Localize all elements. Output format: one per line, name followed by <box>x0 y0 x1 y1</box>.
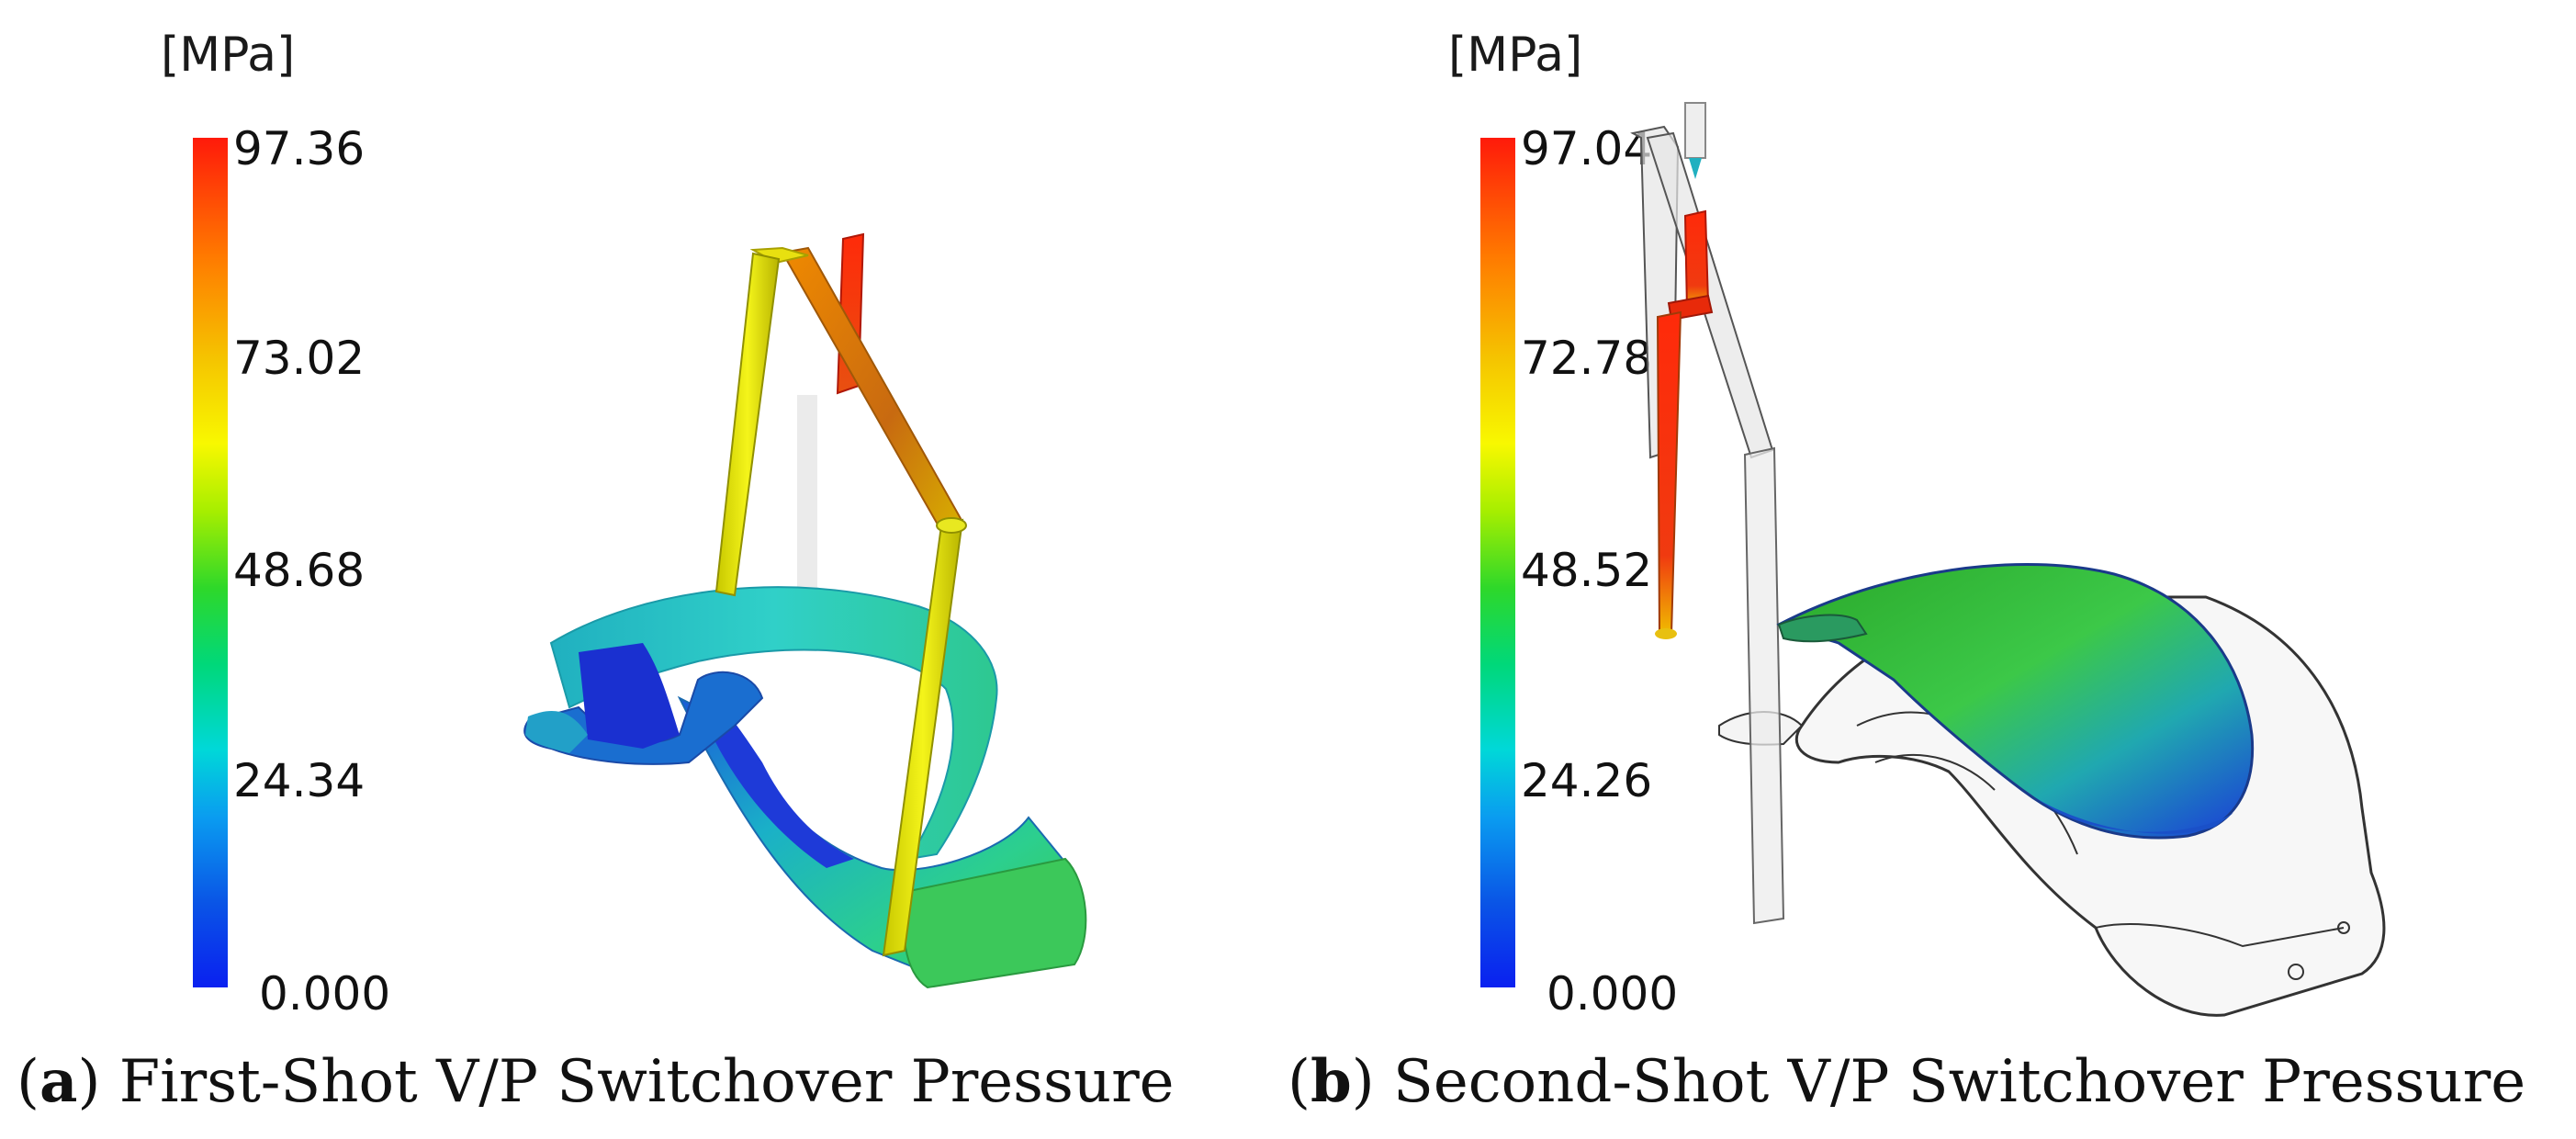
first-shot-part-model <box>523 232 1087 989</box>
pressure-colorbar <box>1480 138 1515 987</box>
scale-tick-3: 73.02 <box>233 332 366 385</box>
scale-tick-1: 24.34 <box>233 754 366 807</box>
scale-tick-1: 24.26 <box>1521 754 1653 807</box>
caption-text: Second-Shot V/P Switchover Pressure <box>1393 1048 2526 1116</box>
caption-b: (b) Second-Shot V/P Switchover Pressure <box>1288 1047 2526 1116</box>
second-shot-part-model <box>1630 102 2386 1017</box>
scale-tick-min: 0.000 <box>259 967 391 1021</box>
scale-tick-2: 48.68 <box>233 544 366 597</box>
caption-letter: a <box>39 1047 78 1116</box>
caption-text: First-Shot V/P Switchover Pressure <box>118 1048 1175 1116</box>
caption-letter: b <box>1310 1047 1352 1116</box>
caption-a: (a) First-Shot V/P Switchover Pressure <box>17 1047 1175 1116</box>
panel-first-shot: [MPa] 97.36 73.02 48.68 24.34 0.000 <box>17 28 1175 1116</box>
scale-tick-max: 97.04 <box>1521 122 1653 175</box>
unit-label: [MPa] <box>161 28 296 83</box>
scale-tick-min: 0.000 <box>1547 967 1679 1021</box>
scale-tick-max: 97.36 <box>233 122 366 175</box>
pressure-colorbar <box>193 138 228 987</box>
scale-tick-3: 72.78 <box>1521 332 1653 385</box>
scale-tick-2: 48.52 <box>1521 544 1653 597</box>
panel-second-shot: [MPa] 97.04 72.78 48.52 24.26 0.000 <box>1288 0 2575 1139</box>
unit-label: [MPa] <box>1448 28 1583 83</box>
